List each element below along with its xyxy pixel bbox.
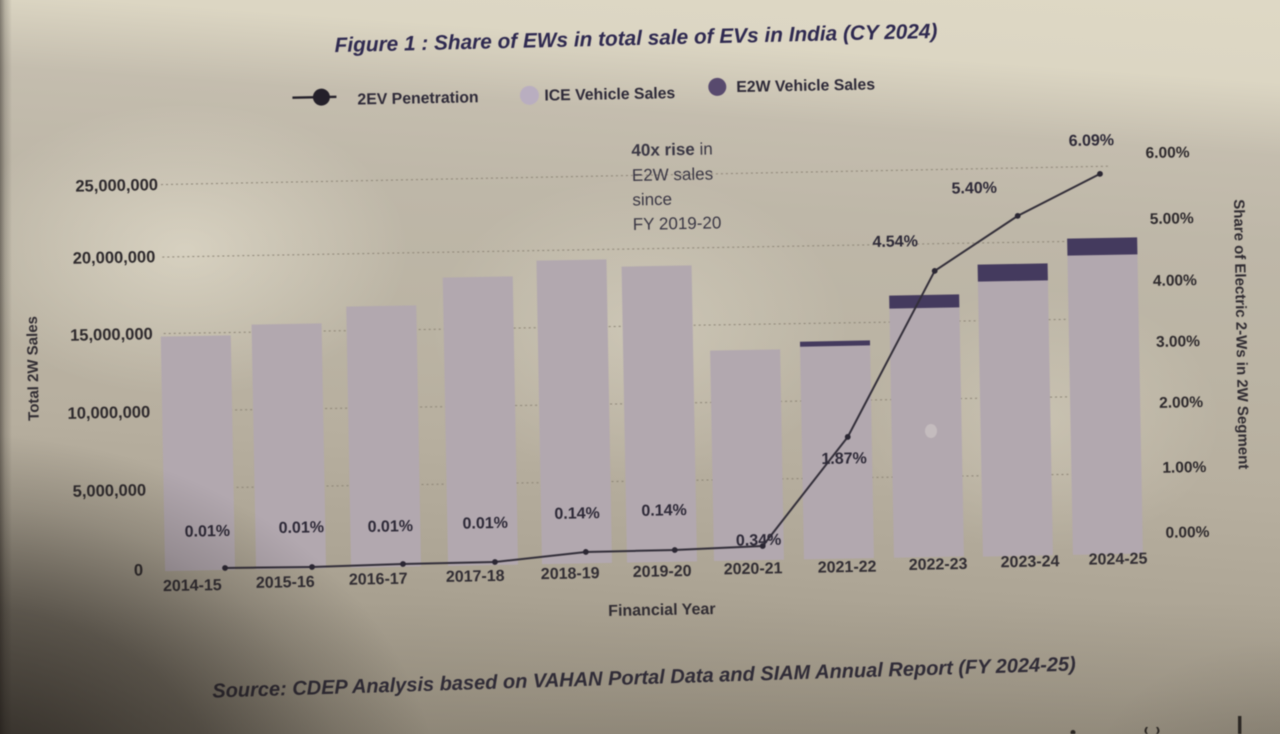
svg-text:0.01%: 0.01% (367, 518, 413, 536)
svg-text:E2W sales: E2W sales (632, 164, 714, 184)
svg-text:0.00%: 0.00% (1165, 524, 1209, 542)
svg-text:4.00%: 4.00% (1153, 272, 1197, 290)
svg-text:2016-17: 2016-17 (349, 571, 408, 589)
svg-text:1.00%: 1.00% (1162, 459, 1206, 477)
svg-text:40x rise in: 40x rise in (631, 139, 713, 159)
svg-text:0.14%: 0.14% (554, 505, 600, 523)
svg-text:2019-20: 2019-20 (633, 563, 692, 581)
svg-text:since: since (632, 190, 672, 210)
svg-text:20,000,000: 20,000,000 (73, 248, 156, 268)
svg-text:1.87%: 1.87% (821, 450, 867, 468)
svg-text:Total 2W Sales: Total 2W Sales (24, 316, 43, 421)
svg-text:2020-21: 2020-21 (724, 560, 783, 578)
svg-text:10,000,000: 10,000,000 (67, 403, 150, 423)
svg-text:Share of Electric 2-Ws in 2W S: Share of Electric 2-Ws in 2W Segment (1230, 199, 1252, 469)
svg-text:2014-15: 2014-15 (163, 577, 222, 595)
svg-text:2.00%: 2.00% (1159, 394, 1203, 412)
svg-text:0.01%: 0.01% (462, 515, 508, 533)
svg-text:5,000,000: 5,000,000 (73, 481, 147, 500)
svg-text:2024-25: 2024-25 (1089, 551, 1148, 569)
svg-text:5.40%: 5.40% (951, 180, 997, 198)
svg-text:2015-16: 2015-16 (256, 574, 315, 592)
svg-text:Source: CDEP Analysis based on: Source: CDEP Analysis based on VAHAN Por… (212, 653, 1076, 702)
svg-text:0.34%: 0.34% (736, 532, 782, 550)
svg-text:2018-19: 2018-19 (541, 565, 600, 583)
svg-text:2021-22: 2021-22 (818, 559, 877, 577)
svg-text:0.01%: 0.01% (278, 519, 324, 537)
svg-text:6.00%: 6.00% (1145, 144, 1189, 162)
svg-text:Financial Year: Financial Year (608, 601, 716, 620)
svg-text:0: 0 (134, 561, 144, 579)
svg-text:2023-24: 2023-24 (1001, 553, 1060, 571)
svg-text:3.00%: 3.00% (1156, 333, 1200, 351)
svg-text:Figure 1 : Share of EWs in tot: Figure 1 : Share of EWs in total sale of… (334, 20, 937, 57)
svg-text:FY 2019-20: FY 2019-20 (633, 213, 722, 234)
svg-text:ICE Vehicle Sales: ICE Vehicle Sales (544, 85, 675, 104)
svg-text:5.00%: 5.00% (1150, 210, 1194, 228)
svg-text:0.01%: 0.01% (185, 523, 231, 541)
svg-text:15,000,000: 15,000,000 (70, 325, 153, 345)
svg-text:4.54%: 4.54% (872, 233, 918, 251)
svg-text:2022-23: 2022-23 (909, 556, 968, 574)
svg-text:6.09%: 6.09% (1069, 132, 1115, 150)
svg-text:25,000,000: 25,000,000 (75, 176, 158, 196)
svg-text:0.14%: 0.14% (641, 502, 687, 520)
svg-text:E2W Vehicle Sales: E2W Vehicle Sales (736, 76, 875, 96)
svg-text:2017-18: 2017-18 (446, 568, 505, 586)
svg-text:2EV Penetration: 2EV Penetration (357, 89, 478, 108)
